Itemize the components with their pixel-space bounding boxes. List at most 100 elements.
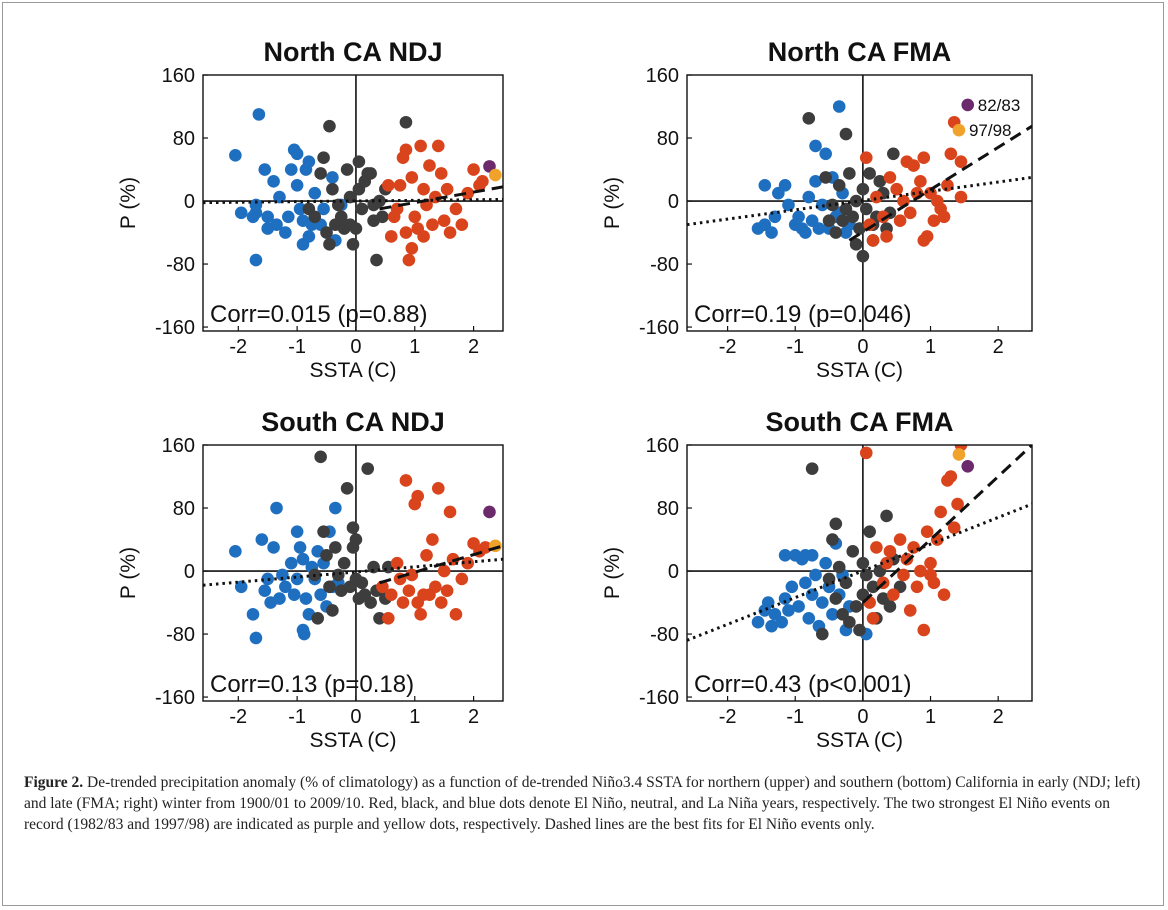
neutral-point	[880, 509, 893, 523]
neutral-point	[355, 576, 369, 590]
y-axis-label: P (%)	[601, 547, 624, 599]
event_9798-point	[952, 123, 966, 137]
neutral-point	[873, 175, 887, 188]
y-tick-label: 0	[184, 561, 195, 583]
neutral-point	[819, 171, 832, 184]
neutral-point	[856, 249, 870, 263]
la_nina-point	[270, 218, 283, 231]
el_nino-point	[934, 505, 947, 519]
el_nino-point	[917, 151, 931, 165]
figure-caption: Figure 2. De-trended precipitation anoma…	[24, 772, 1144, 835]
el_nino-point	[417, 230, 430, 243]
y-axis-label: P (%)	[117, 547, 140, 599]
x-tick-label: -1	[786, 706, 804, 728]
el_nino-point	[405, 171, 419, 184]
event_8283-point	[961, 98, 975, 112]
neutral-point	[829, 226, 843, 239]
neutral-point	[337, 556, 351, 570]
event_9798-point	[952, 448, 966, 461]
y-axis-label: P (%)	[117, 177, 140, 229]
neutral-point	[314, 450, 327, 464]
neutral-point	[822, 214, 836, 228]
neutral-point	[340, 482, 354, 495]
neutral-point	[826, 198, 839, 212]
neutral-point	[334, 210, 348, 224]
el_nino-point	[944, 470, 958, 483]
neutral-point	[311, 611, 325, 625]
la_nina-point	[765, 226, 778, 239]
la_nina-point	[299, 592, 313, 605]
y-tick-label: -160	[155, 687, 195, 709]
el_nino-point	[414, 139, 427, 153]
neutral-point	[863, 525, 876, 538]
el_nino-point	[449, 608, 463, 621]
la_nina-point	[826, 608, 839, 621]
chart-title: South CA FMA	[766, 407, 954, 437]
neutral-point	[352, 155, 366, 168]
x-tick-label: 1	[409, 706, 420, 728]
la_nina-point	[799, 576, 812, 590]
neutral-point	[805, 462, 819, 475]
el_nino-point	[876, 210, 890, 224]
la_nina-point	[317, 202, 330, 216]
el_nino-point	[907, 159, 920, 172]
chart-title: North CA NDJ	[264, 37, 443, 67]
x-tick-label: -1	[288, 336, 306, 358]
el_nino-point	[434, 167, 448, 180]
neutral-point	[373, 611, 386, 625]
x-tick-label: 2	[993, 706, 1004, 728]
figure-panels: North CA NDJ Corr=0.015 (p=0.88) 160 80 0 -80…	[117, 37, 1033, 752]
y-tick-label: 160	[162, 65, 195, 87]
el_nino-point	[914, 175, 927, 188]
la_nina-point	[273, 190, 286, 204]
la_nina-point	[284, 556, 298, 570]
el_nino-point	[859, 151, 873, 165]
el_nino-point	[880, 556, 893, 570]
el_nino-point	[426, 533, 439, 546]
el_nino-point	[411, 489, 425, 503]
el_nino-point	[883, 545, 897, 558]
neutral-point	[856, 182, 870, 196]
la_nina-point	[329, 501, 342, 515]
la_nina-point	[782, 198, 795, 212]
neutral-point	[866, 580, 880, 594]
chart-panel-3: South CA NDJ Corr=0.13 (p=0.18) 160 80 0 -80 -…	[117, 407, 504, 752]
y-tick-label: -80	[650, 624, 679, 646]
neutral-point	[308, 210, 322, 224]
el_nino-point	[941, 178, 954, 192]
x-tick-label: -1	[288, 706, 306, 728]
la_nina-point	[258, 163, 272, 176]
neutral-point	[320, 226, 333, 239]
el_nino-point	[907, 541, 920, 554]
y-tick-label: -80	[166, 624, 195, 646]
x-tick-label: 0	[857, 706, 868, 728]
la_nina-point	[809, 175, 822, 188]
neutral-point	[340, 163, 354, 176]
la_nina-point	[279, 226, 292, 239]
el_nino-point	[431, 139, 445, 153]
y-tick-label: 160	[162, 435, 195, 457]
el_nino-point	[434, 596, 448, 609]
el_nino-point	[384, 588, 398, 601]
el_nino-point	[880, 230, 893, 243]
la_nina-point	[792, 600, 805, 613]
la_nina-point	[819, 556, 832, 570]
event_8283-point	[961, 459, 975, 473]
el_nino-point	[479, 541, 492, 554]
y-tick-label: 80	[173, 128, 195, 150]
la_nina-point	[775, 615, 789, 629]
el_nino-point	[920, 525, 934, 538]
la_nina-point	[270, 501, 283, 515]
y-tick-label: -80	[166, 254, 195, 276]
la_nina-point	[832, 100, 846, 113]
el_nino-point	[897, 568, 910, 582]
caption-text: De-trended precipitation anomaly (% of c…	[24, 774, 1141, 833]
plot-frame	[202, 444, 504, 702]
el_nino-point	[399, 143, 413, 157]
scatter-points	[751, 445, 975, 641]
la_nina-point	[273, 592, 286, 605]
chart-panel-4: South CA FMA Corr=0.43 (p<0.001) 160 80 0 -80…	[601, 407, 1033, 752]
la_nina-point	[296, 552, 310, 566]
neutral-point	[826, 533, 839, 546]
